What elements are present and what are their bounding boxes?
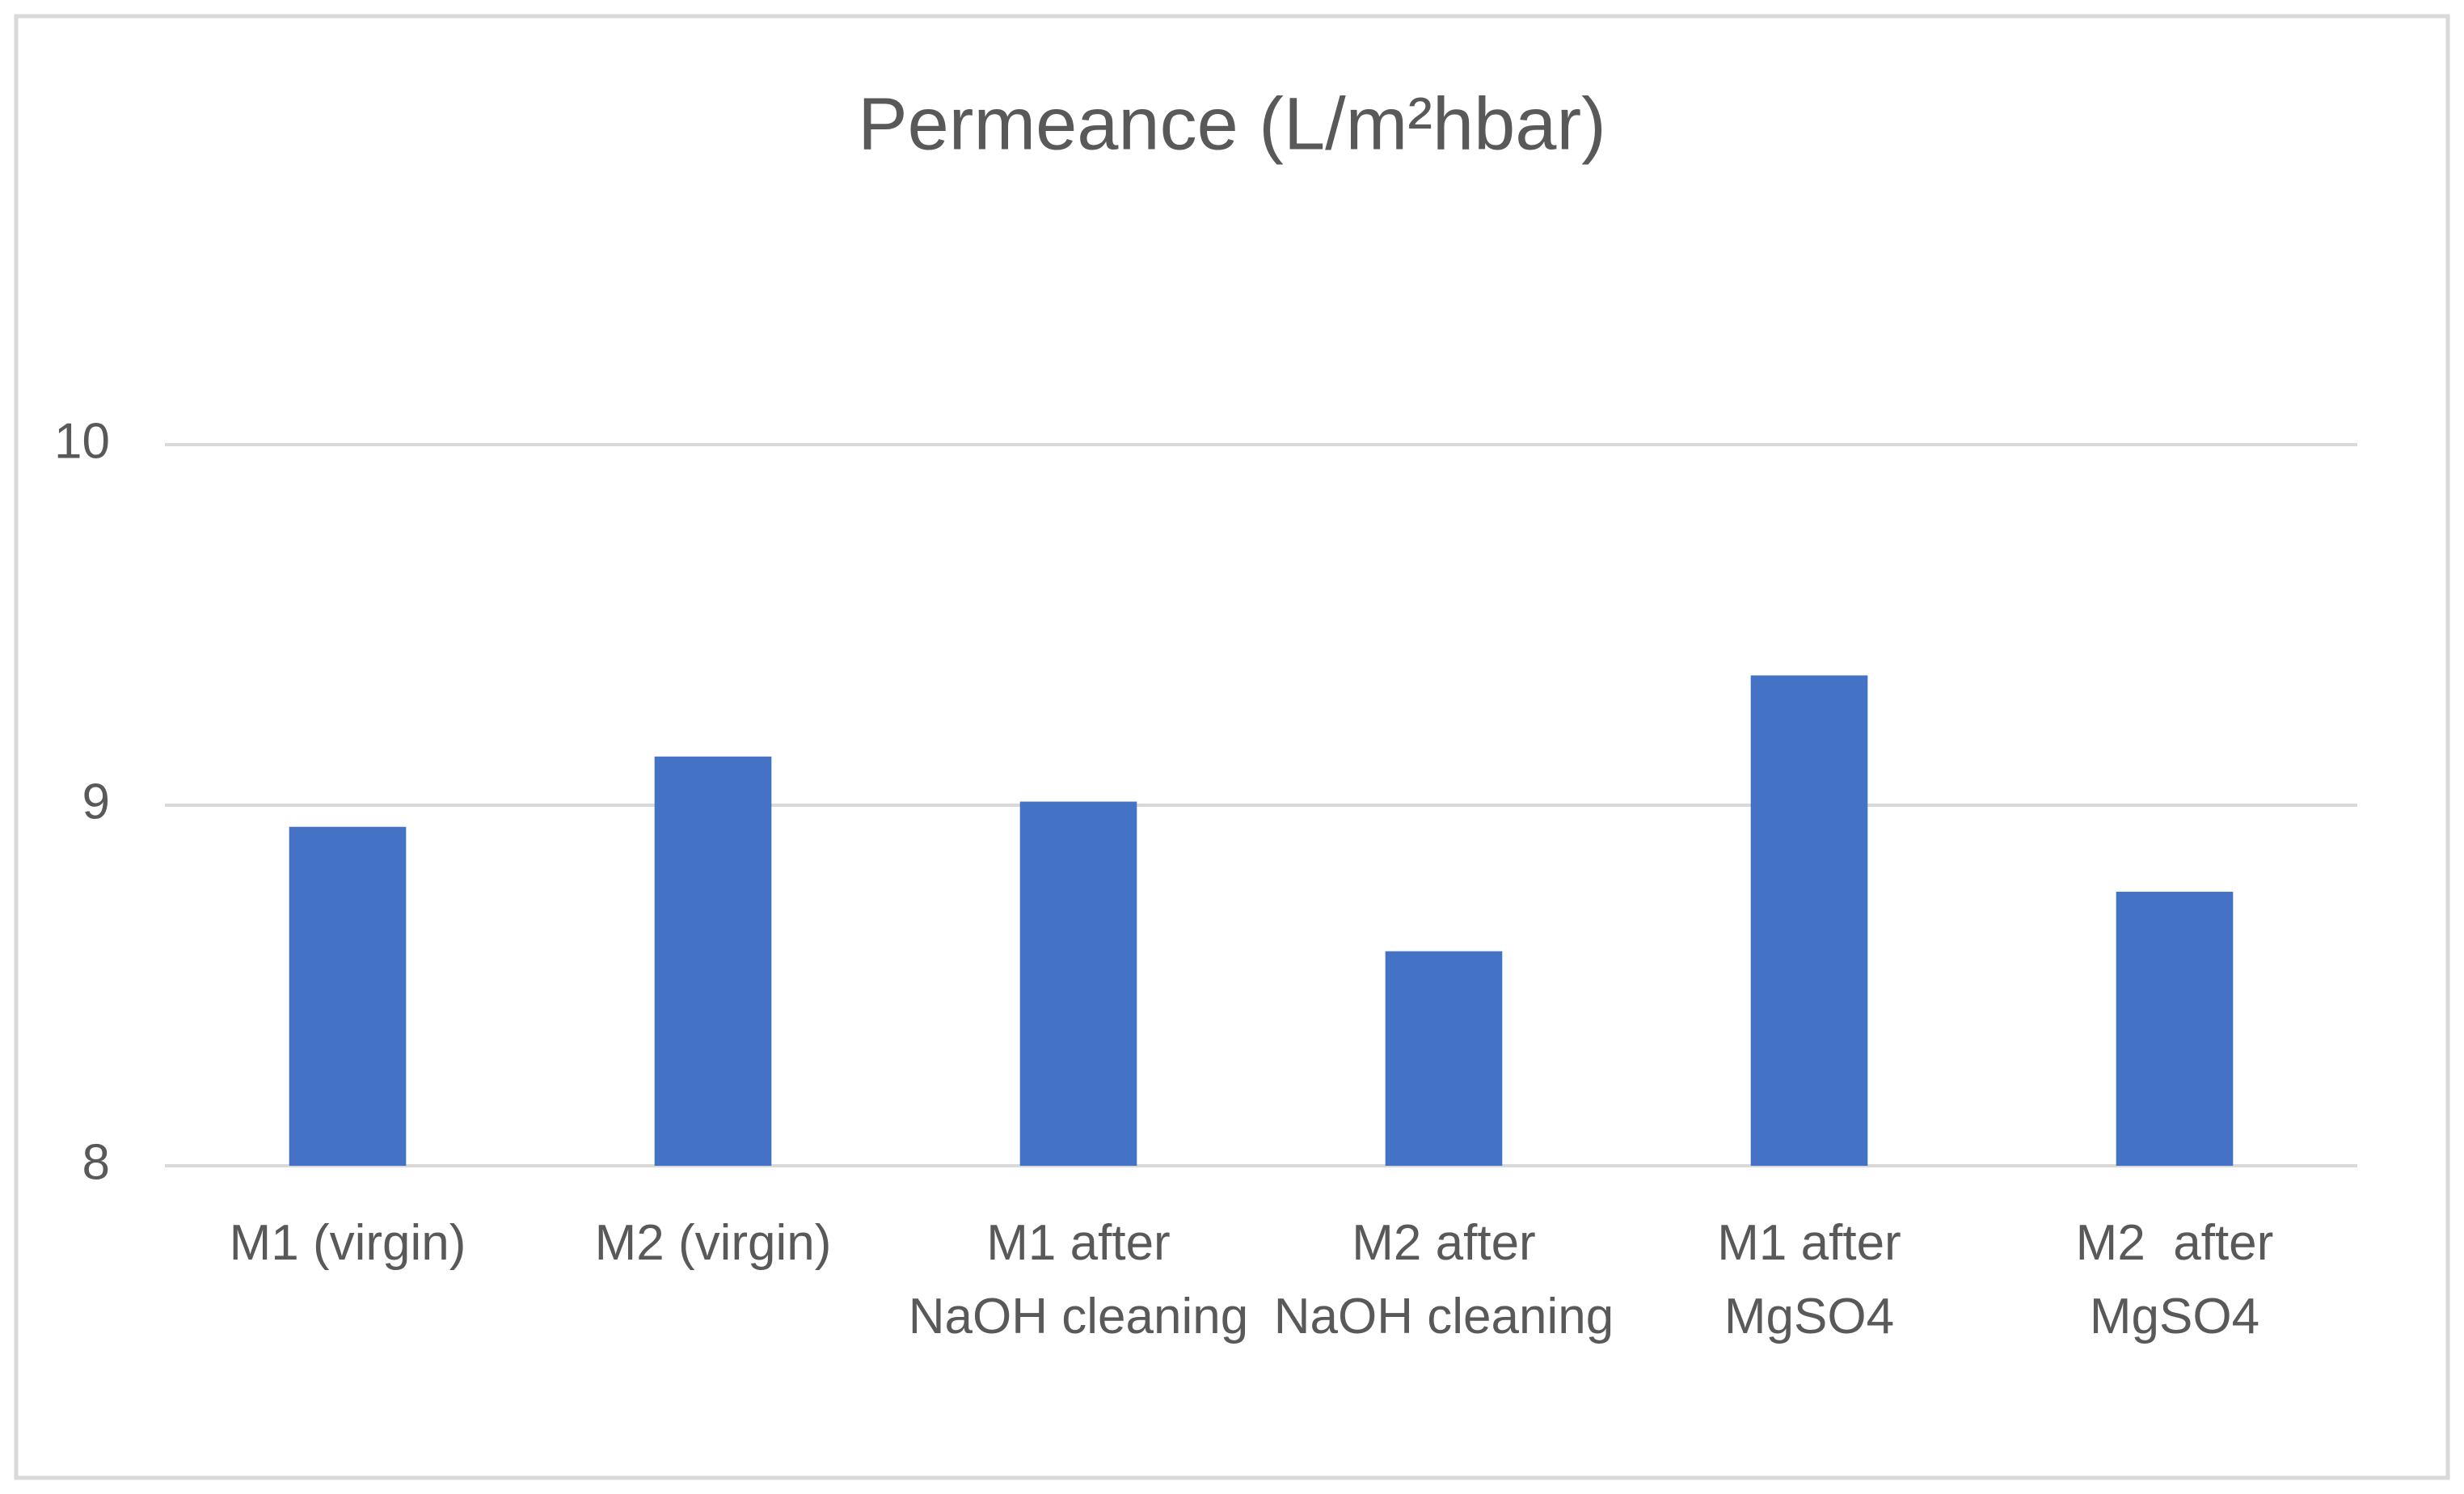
x-tick-label-line: M2 after — [2076, 1215, 2274, 1271]
x-tick-label-line: NaOH cleaning — [1274, 1289, 1614, 1344]
x-tick-label: M2 after MgSO4 — [2076, 1215, 2274, 1344]
x-tick-label: M2 after NaOH cleaning — [1274, 1215, 1614, 1344]
y-tick-label: 9 — [82, 774, 110, 829]
x-tick-label-line: M1 after — [1717, 1215, 1901, 1271]
chart-frame — [14, 14, 2450, 1480]
y-tick-label: 8 — [82, 1134, 110, 1190]
x-tick-label-line: M2 (virgin) — [595, 1215, 832, 1271]
bar — [289, 826, 407, 1166]
x-tick-label-line: M1 after — [986, 1215, 1170, 1271]
bar — [2116, 892, 2234, 1166]
x-tick-label-line: MgSO4 — [2090, 1289, 2259, 1344]
x-tick-label: M1 after NaOH cleaning — [909, 1215, 1248, 1344]
chart-title: Permeance (L/m²hbar) — [858, 82, 1605, 165]
bar — [1385, 951, 1503, 1166]
x-tick-label: M2 (virgin) — [595, 1215, 832, 1271]
x-tick-label: M1 after MgSO4 — [1717, 1215, 1901, 1344]
bar — [1750, 675, 1868, 1166]
x-tick-label-line: M1 (virgin) — [230, 1215, 466, 1271]
bar — [654, 756, 772, 1166]
x-tick-label-line: M2 after — [1352, 1215, 1535, 1271]
bar — [1019, 801, 1137, 1166]
x-tick-label: M1 (virgin) — [230, 1215, 466, 1271]
x-tick-label-line: MgSO4 — [1724, 1289, 1894, 1344]
y-tick-label: 10 — [54, 413, 110, 469]
x-tick-label-line: NaOH cleaning — [909, 1289, 1248, 1344]
